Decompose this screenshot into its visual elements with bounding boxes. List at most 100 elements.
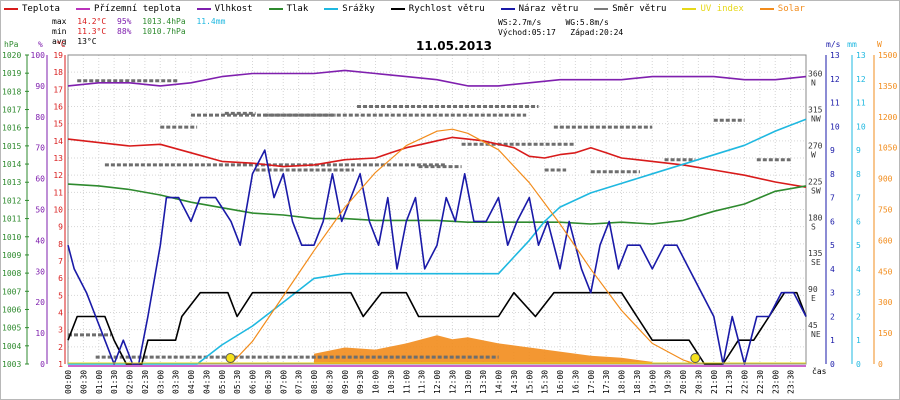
tick-x: 23:30 xyxy=(787,370,796,394)
legend-label: Náraz větru xyxy=(518,4,579,14)
tick-x: 03:30 xyxy=(172,370,181,394)
unit-mm: mm xyxy=(847,40,857,49)
tick-wind: 3 xyxy=(830,289,835,298)
tick-pressure: 1004 xyxy=(2,342,21,351)
wind-sun-box: WS:2.7m/s WG:5.8m/s Východ:05:17 Západ:2… xyxy=(498,18,623,38)
tick-x: 14:00 xyxy=(495,370,504,394)
tick-wind: 1 xyxy=(830,336,835,345)
series-sr-ky xyxy=(68,118,807,365)
tick-x: 06:30 xyxy=(264,370,273,394)
tick-humidity: 10 xyxy=(35,329,45,338)
tick-solar: 1050 xyxy=(878,144,897,153)
wind-speed-avg: WS:2.7m/s xyxy=(498,18,542,27)
tick-pressure: 1009 xyxy=(2,251,21,260)
tick-winddir-label: SE xyxy=(811,258,821,267)
tick-rain: 2 xyxy=(856,312,861,321)
tick-x: 16:00 xyxy=(556,370,565,394)
tick-temp: 17 xyxy=(53,85,63,94)
legend-swatch xyxy=(500,8,515,10)
legend-label: Vlhkost xyxy=(214,4,253,14)
sunset-marker xyxy=(690,353,701,363)
tick-wind: 10 xyxy=(830,122,840,131)
tick-temp: 16 xyxy=(53,103,63,112)
tick-winddir-label: E xyxy=(811,294,816,303)
max-temp: 14.2°C xyxy=(77,17,107,26)
max-label: max xyxy=(52,17,67,26)
tick-pressure: 1017 xyxy=(2,106,21,115)
legend-swatch xyxy=(759,8,774,10)
series-solar xyxy=(230,128,696,365)
tick-rain: 12 xyxy=(856,75,866,84)
legend: Teplota Přízemní teplota Vlhkost Tlak Srážky… xyxy=(4,2,821,16)
tick-humidity: 80 xyxy=(35,113,45,122)
tick-solar: 450 xyxy=(878,267,893,276)
tick-pressure: 1006 xyxy=(2,305,21,314)
tick-humidity: 100 xyxy=(31,51,46,60)
tick-temp: 8 xyxy=(58,240,63,249)
tick-solar: 1500 xyxy=(878,51,897,60)
unit-degc: °C xyxy=(56,40,66,49)
tick-solar: 1200 xyxy=(878,113,897,122)
tick-pressure: 1008 xyxy=(2,269,21,278)
tick-temp: 19 xyxy=(53,51,63,60)
tick-x: 13:00 xyxy=(464,370,473,394)
tick-winddir-value: 360 xyxy=(808,70,823,79)
tick-temp: 1 xyxy=(58,360,63,369)
tick-humidity: 20 xyxy=(35,298,45,307)
legend-item: Vlhkost xyxy=(196,2,253,16)
tick-temp: 12 xyxy=(53,171,63,180)
tick-x: 18:00 xyxy=(618,370,627,394)
tick-temp: 4 xyxy=(58,309,63,318)
tick-winddir-label: SW xyxy=(811,186,821,195)
tick-rain: 10 xyxy=(856,122,866,131)
tick-wind: 13 xyxy=(830,51,840,60)
tick-x: 01:00 xyxy=(95,370,104,394)
tick-x: 00:30 xyxy=(79,370,88,394)
legend-item: Směr větru xyxy=(594,2,666,16)
legend-label: Solar xyxy=(777,4,805,14)
max-press: 1013.4hPa xyxy=(142,17,186,26)
tick-winddir-value: 225 xyxy=(808,177,823,186)
tick-temp: 15 xyxy=(53,120,63,129)
tick-winddir-label: N xyxy=(811,79,816,88)
stats-box: max 14.2°C 95% 1013.4hPa 11.4mm min 11.3… xyxy=(52,17,231,47)
avg-label: avg xyxy=(52,37,67,46)
unit-w: W xyxy=(877,40,882,49)
legend-item: UV index xyxy=(682,2,744,16)
max-hum: 95% xyxy=(117,17,132,26)
legend-swatch xyxy=(594,8,609,10)
legend-label: Rychlost větru xyxy=(408,4,485,14)
tick-winddir-value: 135 xyxy=(808,249,823,258)
sunrise-marker xyxy=(225,353,236,363)
tick-x: 14:30 xyxy=(510,370,519,394)
tick-wind: 12 xyxy=(830,75,840,84)
tick-x: 06:00 xyxy=(249,370,258,394)
tick-x: 19:00 xyxy=(648,370,657,394)
legend-swatch xyxy=(75,8,90,10)
tick-solar: 1350 xyxy=(878,82,897,91)
tick-temp: 2 xyxy=(58,343,63,352)
tick-winddir-value: 315 xyxy=(808,105,823,114)
legend-swatch xyxy=(324,8,339,10)
min-temp: 11.3°C xyxy=(77,27,107,36)
tick-x: 20:30 xyxy=(694,370,703,394)
tick-x: 07:00 xyxy=(279,370,288,394)
tick-pressure: 1012 xyxy=(2,196,21,205)
tick-solar: 0 xyxy=(878,360,883,369)
legend-swatch xyxy=(682,8,697,10)
tick-rain: 13 xyxy=(856,51,866,60)
tick-solar: 750 xyxy=(878,206,893,215)
tick-x: 17:30 xyxy=(602,370,611,394)
tick-temp: 10 xyxy=(53,206,63,215)
series-rychlost-v-tru xyxy=(67,291,807,365)
legend-label: Směr větru xyxy=(612,4,667,14)
tick-winddir-label: NW xyxy=(811,114,821,123)
series-solar-measured xyxy=(314,335,653,364)
tick-x: 00:00 xyxy=(64,370,73,394)
tick-x: 19:30 xyxy=(664,370,673,394)
tick-winddir-value: 180 xyxy=(808,213,823,222)
tick-x: 15:30 xyxy=(541,370,550,394)
tick-rain: 0 xyxy=(856,360,861,369)
tick-rain: 11 xyxy=(856,99,866,108)
